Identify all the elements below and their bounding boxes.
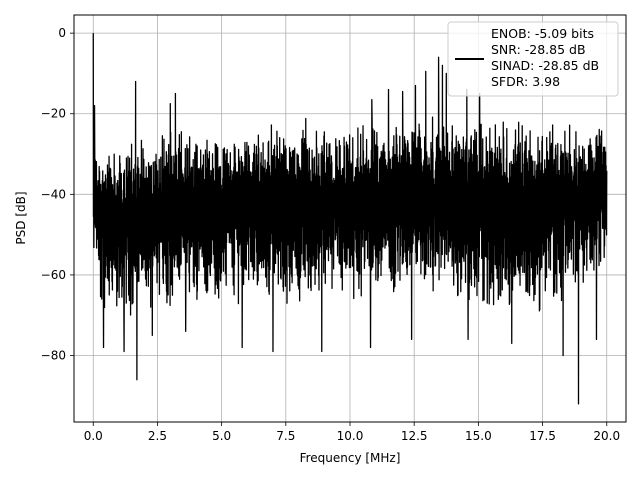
y-axis-ticks: 0 −20 −40 −60 −80	[41, 26, 74, 363]
y-axis-label: PSD [dB]	[14, 191, 28, 244]
legend-box	[447, 21, 619, 97]
x-axis-label: Frequency [MHz]	[300, 451, 401, 465]
x-tick-label: 5.0	[212, 429, 231, 443]
x-axis-ticks: 0.0 2.5 5.0 7.5 10.0 12.5 15.0 17.5 20.0	[84, 422, 620, 443]
legend-sinad: SINAD: -28.85 dB	[491, 58, 599, 73]
x-tick-label: 20.0	[593, 429, 620, 443]
y-tick-label: −80	[41, 349, 66, 363]
y-tick-label: 0	[58, 26, 66, 40]
legend-snr: SNR: -28.85 dB	[491, 42, 586, 57]
x-tick-label: 7.5	[276, 429, 295, 443]
legend-enob: ENOB: -5.09 bits	[491, 26, 594, 41]
legend: ENOB: -5.09 bits SNR: -28.85 dB SINAD: -…	[447, 21, 619, 97]
x-tick-label: 2.5	[148, 429, 167, 443]
y-tick-label: −20	[41, 107, 66, 121]
psd-trace	[92, 33, 608, 405]
x-tick-label: 15.0	[465, 429, 492, 443]
y-tick-label: −60	[41, 268, 66, 282]
x-tick-label: 12.5	[401, 429, 428, 443]
x-tick-label: 0.0	[84, 429, 103, 443]
psd-line	[92, 33, 608, 405]
x-tick-label: 17.5	[529, 429, 556, 443]
legend-sfdr: SFDR: 3.98	[491, 74, 560, 89]
x-tick-label: 10.0	[337, 429, 364, 443]
y-tick-label: −40	[41, 187, 66, 201]
